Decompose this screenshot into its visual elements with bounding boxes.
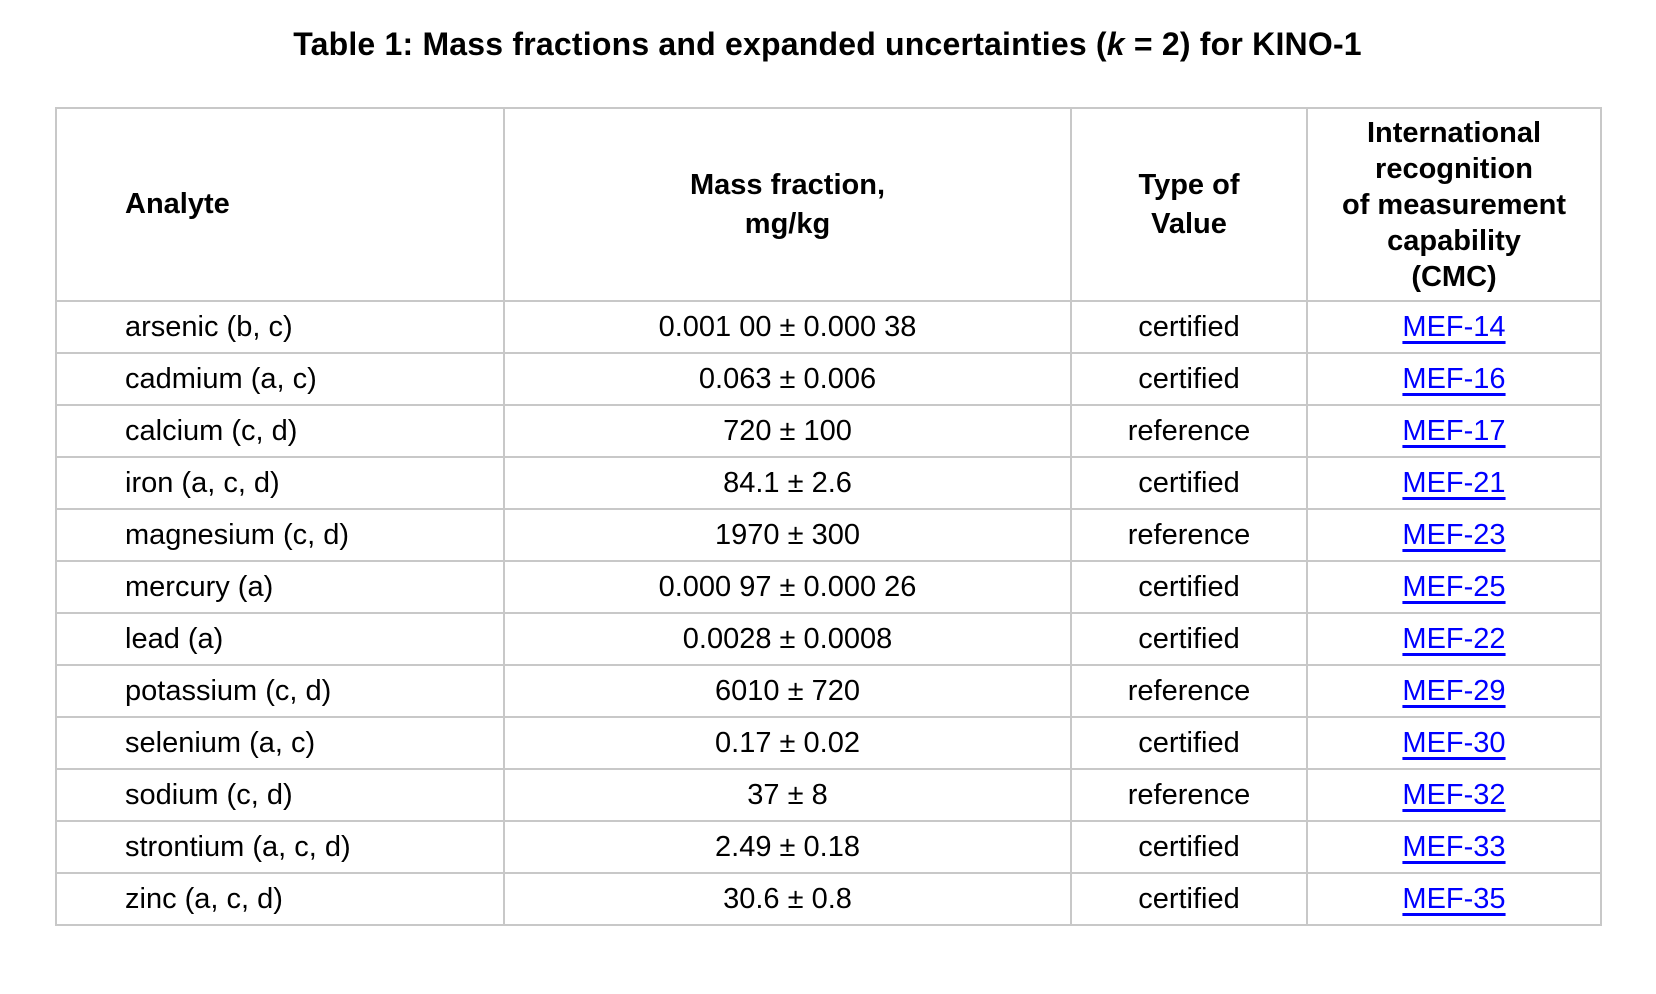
table-row: selenium (a, c) 0.17 ± 0.02 certified ME… xyxy=(55,716,1602,770)
analyte-cell: selenium (a, c) xyxy=(55,716,505,770)
analyte-cell: calcium (c, d) xyxy=(55,404,505,458)
mass-fraction-cell: 6010 ± 720 xyxy=(503,664,1072,718)
type-of-value-cell: certified xyxy=(1070,716,1308,770)
mass-fraction-cell: 0.001 00 ± 0.000 38 xyxy=(503,300,1072,354)
cmc-cell: MEF-25 xyxy=(1306,560,1602,614)
cmc-link[interactable]: MEF-33 xyxy=(1402,830,1506,863)
cmc-cell: MEF-17 xyxy=(1306,404,1602,458)
cmc-cell: MEF-16 xyxy=(1306,352,1602,406)
mass-fraction-cell: 2.49 ± 0.18 xyxy=(503,820,1072,874)
cmc-cell: MEF-33 xyxy=(1306,820,1602,874)
cmc-cell: MEF-35 xyxy=(1306,872,1602,926)
cmc-cell: MEF-29 xyxy=(1306,664,1602,718)
mass-fraction-cell: 84.1 ± 2.6 xyxy=(503,456,1072,510)
table-row: sodium (c, d) 37 ± 8 reference MEF-32 xyxy=(55,768,1602,822)
header-mass-fraction: Mass fraction, mg/kg xyxy=(503,107,1072,302)
type-of-value-cell: reference xyxy=(1070,404,1308,458)
mass-fraction-cell: 1970 ± 300 xyxy=(503,508,1072,562)
table-row: potassium (c, d) 6010 ± 720 reference ME… xyxy=(55,664,1602,718)
analyte-cell: strontium (a, c, d) xyxy=(55,820,505,874)
cmc-link[interactable]: MEF-32 xyxy=(1402,778,1506,811)
mass-fraction-cell: 0.17 ± 0.02 xyxy=(503,716,1072,770)
mass-fraction-cell: 37 ± 8 xyxy=(503,768,1072,822)
header-analyte: Analyte xyxy=(55,107,505,302)
mass-fraction-cell: 0.0028 ± 0.0008 xyxy=(503,612,1072,666)
type-of-value-cell: certified xyxy=(1070,352,1308,406)
cmc-cell: MEF-32 xyxy=(1306,768,1602,822)
analyte-cell: potassium (c, d) xyxy=(55,664,505,718)
mass-fraction-cell: 30.6 ± 0.8 xyxy=(503,872,1072,926)
analyte-cell: lead (a) xyxy=(55,612,505,666)
cmc-link[interactable]: MEF-25 xyxy=(1402,570,1506,603)
cmc-link[interactable]: MEF-29 xyxy=(1402,674,1506,707)
cmc-cell: MEF-14 xyxy=(1306,300,1602,354)
cmc-link[interactable]: MEF-21 xyxy=(1402,466,1506,499)
table-row: arsenic (b, c) 0.001 00 ± 0.000 38 certi… xyxy=(55,300,1602,354)
analyte-cell: arsenic (b, c) xyxy=(55,300,505,354)
analyte-cell: cadmium (a, c) xyxy=(55,352,505,406)
mass-fraction-cell: 720 ± 100 xyxy=(503,404,1072,458)
mass-fraction-cell: 0.000 97 ± 0.000 26 xyxy=(503,560,1072,614)
analyte-cell: iron (a, c, d) xyxy=(55,456,505,510)
type-of-value-cell: certified xyxy=(1070,560,1308,614)
header-type-of-value: Type of Value xyxy=(1070,107,1308,302)
cmc-link[interactable]: MEF-22 xyxy=(1402,622,1506,655)
cmc-link[interactable]: MEF-16 xyxy=(1402,362,1506,395)
type-of-value-cell: certified xyxy=(1070,820,1308,874)
cmc-link[interactable]: MEF-23 xyxy=(1402,518,1506,551)
cmc-link[interactable]: MEF-17 xyxy=(1402,414,1506,447)
mass-fraction-cell: 0.063 ± 0.006 xyxy=(503,352,1072,406)
analyte-cell: magnesium (c, d) xyxy=(55,508,505,562)
header-cmc: International recognition of measurement… xyxy=(1306,107,1602,302)
type-of-value-cell: certified xyxy=(1070,300,1308,354)
table-row: cadmium (a, c) 0.063 ± 0.006 certified M… xyxy=(55,352,1602,406)
analyte-cell: zinc (a, c, d) xyxy=(55,872,505,926)
type-of-value-cell: certified xyxy=(1070,612,1308,666)
table-row: zinc (a, c, d) 30.6 ± 0.8 certified MEF-… xyxy=(55,872,1602,926)
table-row: calcium (c, d) 720 ± 100 reference MEF-1… xyxy=(55,404,1602,458)
cmc-link[interactable]: MEF-35 xyxy=(1402,882,1506,915)
table-title-k-symbol: k xyxy=(1106,26,1125,62)
table-row: magnesium (c, d) 1970 ± 300 reference ME… xyxy=(55,508,1602,562)
table-row: lead (a) 0.0028 ± 0.0008 certified MEF-2… xyxy=(55,612,1602,666)
table-title: Table 1: Mass fractions and expanded unc… xyxy=(55,26,1600,63)
cmc-cell: MEF-21 xyxy=(1306,456,1602,510)
analyte-cell: sodium (c, d) xyxy=(55,768,505,822)
type-of-value-cell: certified xyxy=(1070,872,1308,926)
table-row: mercury (a) 0.000 97 ± 0.000 26 certifie… xyxy=(55,560,1602,614)
cmc-link[interactable]: MEF-30 xyxy=(1402,726,1506,759)
type-of-value-cell: reference xyxy=(1070,768,1308,822)
cmc-cell: MEF-30 xyxy=(1306,716,1602,770)
analyte-cell: mercury (a) xyxy=(55,560,505,614)
type-of-value-cell: reference xyxy=(1070,508,1308,562)
type-of-value-cell: certified xyxy=(1070,456,1308,510)
cmc-cell: MEF-23 xyxy=(1306,508,1602,562)
table-row: strontium (a, c, d) 2.49 ± 0.18 certifie… xyxy=(55,820,1602,874)
cmc-cell: MEF-22 xyxy=(1306,612,1602,666)
table-title-prefix: Table 1: Mass fractions and expanded unc… xyxy=(293,26,1107,62)
mass-fractions-table: Analyte Mass fraction, mg/kg Type of Val… xyxy=(55,107,1602,926)
table-row: iron (a, c, d) 84.1 ± 2.6 certified MEF-… xyxy=(55,456,1602,510)
type-of-value-cell: reference xyxy=(1070,664,1308,718)
cmc-link[interactable]: MEF-14 xyxy=(1402,310,1506,343)
table-title-suffix: = 2) for KINO-1 xyxy=(1124,26,1362,62)
header-row: Analyte Mass fraction, mg/kg Type of Val… xyxy=(55,107,1602,302)
